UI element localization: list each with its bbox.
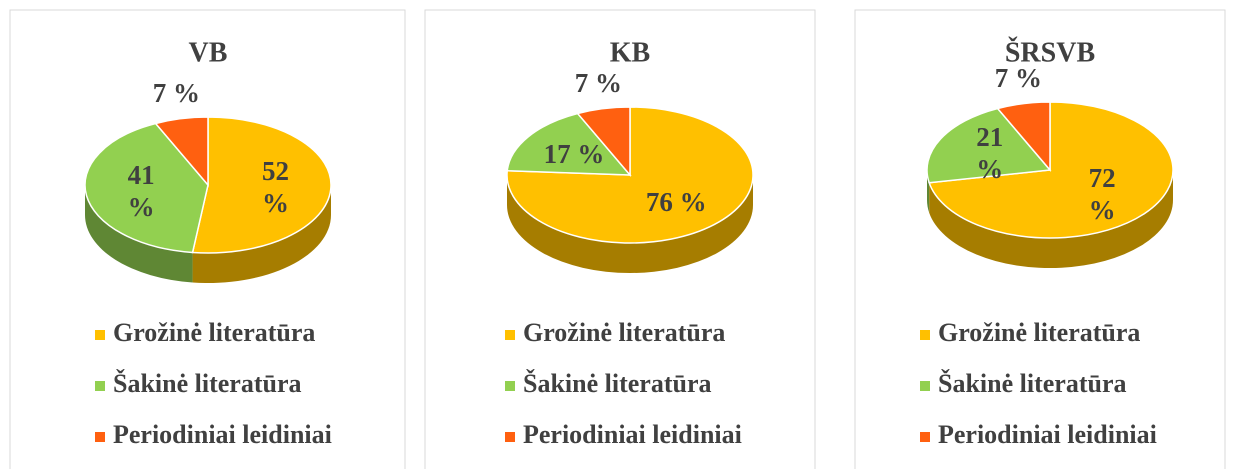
legend-swatch xyxy=(95,381,105,391)
legend-swatch xyxy=(920,381,930,391)
legend-label: Periodiniai leidiniai xyxy=(113,420,332,449)
legend-label: Grožinė literatūra xyxy=(523,318,725,347)
data-label-box: 7 % xyxy=(574,67,622,98)
data-label: 7 % xyxy=(152,77,200,108)
pie-slice xyxy=(154,116,209,188)
legend-label: Šakinė literatūra xyxy=(113,369,302,398)
pie-side xyxy=(929,170,1173,269)
pie-side xyxy=(192,185,331,283)
data-label-box: 7 % xyxy=(152,77,200,108)
pie-slice xyxy=(928,101,1174,239)
legend-label: Šakinė literatūra xyxy=(523,369,712,398)
chart-title: ŠRSVB xyxy=(1005,37,1095,68)
legend-label: Šakinė literatūra xyxy=(938,369,1127,398)
data-label: 76 % xyxy=(645,187,707,218)
data-label: 7 % xyxy=(574,67,622,98)
data-label: 41 % xyxy=(127,159,155,222)
pie-side xyxy=(85,185,193,283)
data-label: 52 % xyxy=(262,156,290,219)
data-label: 17 % xyxy=(543,138,605,169)
data-label: 21 % xyxy=(976,122,1004,185)
legend-label: Grožinė literatūra xyxy=(938,318,1140,347)
data-label-box: 52 % xyxy=(262,156,290,219)
pie-slice xyxy=(191,116,332,254)
legend-swatch xyxy=(505,432,515,442)
legend-swatch xyxy=(505,381,515,391)
chart-title: VB xyxy=(189,37,228,68)
legend-swatch xyxy=(920,330,930,340)
legend-swatch xyxy=(95,330,105,340)
data-label-box: 21 % xyxy=(976,122,1004,185)
legend-swatch xyxy=(920,432,930,442)
legend-swatch xyxy=(505,330,515,340)
legend-swatch xyxy=(95,432,105,442)
data-label-box: 41 % xyxy=(127,159,155,222)
data-label: 72 % xyxy=(1088,162,1116,225)
data-label-box: 17 % xyxy=(543,138,605,169)
pie-side xyxy=(927,170,930,213)
pie-slice xyxy=(84,122,209,254)
data-label-box: 72 % xyxy=(1088,162,1116,225)
data-label-box: 7 % xyxy=(994,62,1042,93)
pie-slice xyxy=(926,107,1052,184)
pie-slice xyxy=(506,112,632,176)
pie-slice xyxy=(996,101,1051,173)
chart-title: KB xyxy=(610,37,650,68)
pie-slice xyxy=(576,106,631,178)
legend-label: Periodiniai leidiniai xyxy=(938,420,1157,449)
legend-label: Periodiniai leidiniai xyxy=(523,420,742,449)
legend-label: Grožinė literatūra xyxy=(113,318,315,347)
data-label-box: 76 % xyxy=(645,187,707,218)
pie-side xyxy=(507,175,753,273)
data-label: 7 % xyxy=(994,62,1042,93)
